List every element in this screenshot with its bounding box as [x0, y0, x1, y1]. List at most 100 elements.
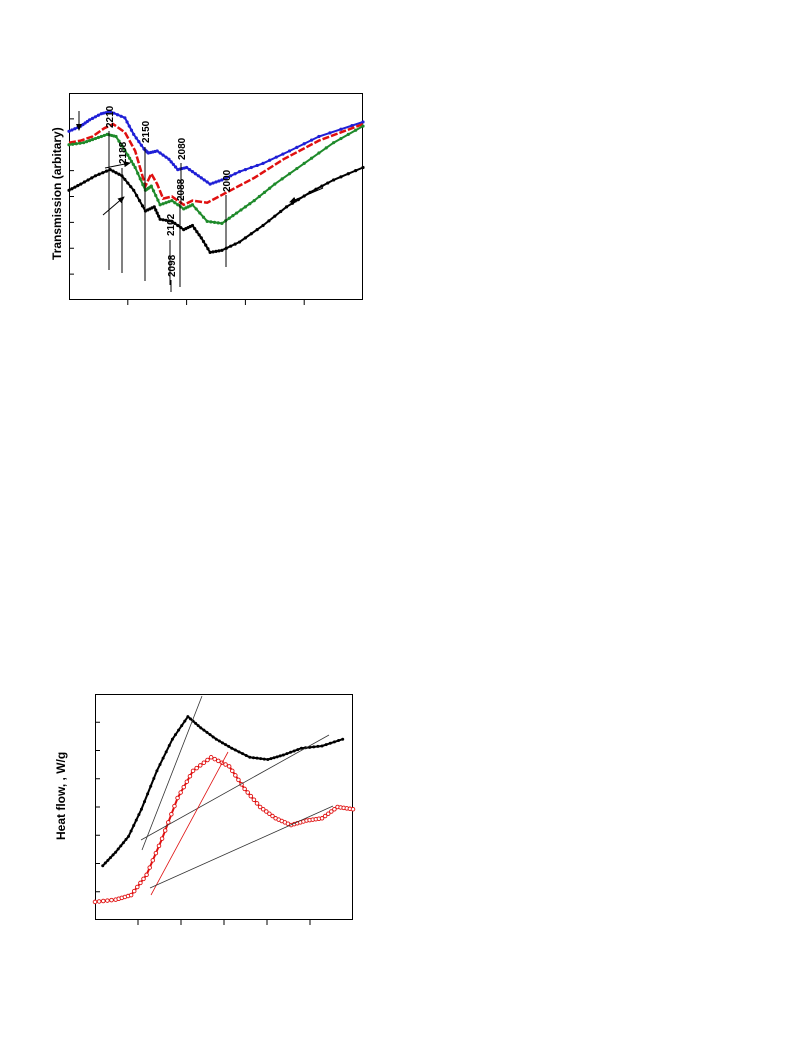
data-point [173, 165, 178, 169]
series-line-1 [68, 122, 364, 207]
data-point [115, 113, 120, 117]
data-point [151, 189, 156, 193]
data-point [129, 829, 133, 833]
series-line-1 [94, 756, 354, 903]
data-point [309, 138, 314, 142]
data-point [116, 847, 120, 851]
data-point [339, 127, 343, 131]
data-point [123, 177, 127, 182]
data-point [190, 223, 195, 228]
data-point [152, 777, 156, 781]
data-point [208, 733, 212, 737]
data-point [164, 201, 168, 205]
data-point [233, 773, 238, 778]
data-point [205, 757, 210, 763]
data-point [199, 726, 203, 730]
data-point [243, 205, 247, 209]
data-point [319, 816, 325, 821]
data-point [167, 219, 171, 223]
data-point [281, 753, 285, 757]
data-point [170, 219, 174, 223]
data-point [217, 179, 221, 183]
data-point [262, 190, 267, 194]
data-point [133, 165, 137, 170]
data-point [251, 756, 255, 760]
data-point [290, 201, 295, 205]
data-point [324, 146, 328, 150]
data-point [99, 134, 103, 139]
data-point [312, 745, 316, 749]
data-point [152, 205, 156, 209]
data-point [316, 744, 320, 748]
data-point [266, 758, 270, 762]
data-point [242, 786, 247, 792]
dsc-heatflow-chart [92, 695, 356, 925]
data-point [143, 800, 147, 804]
data-point [302, 161, 306, 165]
data-point [260, 807, 266, 812]
data-point [217, 739, 221, 743]
data-point [187, 774, 193, 779]
data-point [211, 250, 215, 254]
data-point [233, 748, 237, 752]
data-point [262, 757, 266, 761]
data-point [178, 790, 183, 795]
data-point [243, 167, 247, 172]
data-point [328, 131, 332, 135]
data-point [249, 232, 253, 236]
data-point [208, 250, 212, 254]
data-point [167, 744, 171, 748]
data-point [173, 201, 177, 205]
data-point [71, 142, 75, 146]
data-point [171, 162, 175, 167]
data-point [156, 198, 160, 202]
data-point [93, 115, 98, 119]
data-point [198, 763, 203, 768]
data-point [128, 156, 132, 160]
data-point [346, 132, 350, 136]
data-point [85, 140, 89, 144]
data-point [194, 765, 199, 771]
data-point [264, 809, 269, 814]
data-point [214, 249, 218, 253]
data-point [184, 779, 190, 784]
data-point [177, 728, 181, 732]
data-point [93, 174, 98, 178]
data-point [90, 116, 95, 120]
data-point [126, 153, 130, 157]
data-point [129, 185, 133, 189]
data-point [267, 219, 271, 223]
data-point [73, 185, 77, 189]
data-point [261, 223, 265, 228]
data-point [227, 744, 231, 748]
data-point [150, 858, 156, 863]
data-point [106, 858, 110, 862]
data-point [153, 850, 159, 856]
peak-label-2150: 2150 [141, 120, 152, 143]
data-point [154, 193, 158, 198]
data-point [201, 239, 206, 244]
data-point [320, 184, 324, 188]
data-point [217, 249, 221, 253]
peak-label-2102: 2102 [166, 213, 177, 236]
data-point [101, 171, 105, 175]
tangent-line-0 [141, 695, 203, 851]
data-point [175, 795, 180, 801]
data-point [86, 178, 90, 182]
data-point [255, 228, 259, 232]
data-point [299, 746, 303, 750]
data-point [123, 116, 127, 120]
data-point [131, 888, 137, 894]
data-point [350, 124, 354, 128]
data-point [230, 768, 235, 774]
data-point [193, 172, 198, 176]
data-point [220, 221, 224, 226]
data-point [209, 220, 213, 224]
data-point [70, 187, 74, 191]
data-point [205, 730, 209, 734]
data-point [326, 181, 330, 185]
data-point [249, 165, 253, 170]
data-point [121, 841, 125, 845]
data-point [101, 864, 105, 868]
data-point [136, 171, 140, 175]
